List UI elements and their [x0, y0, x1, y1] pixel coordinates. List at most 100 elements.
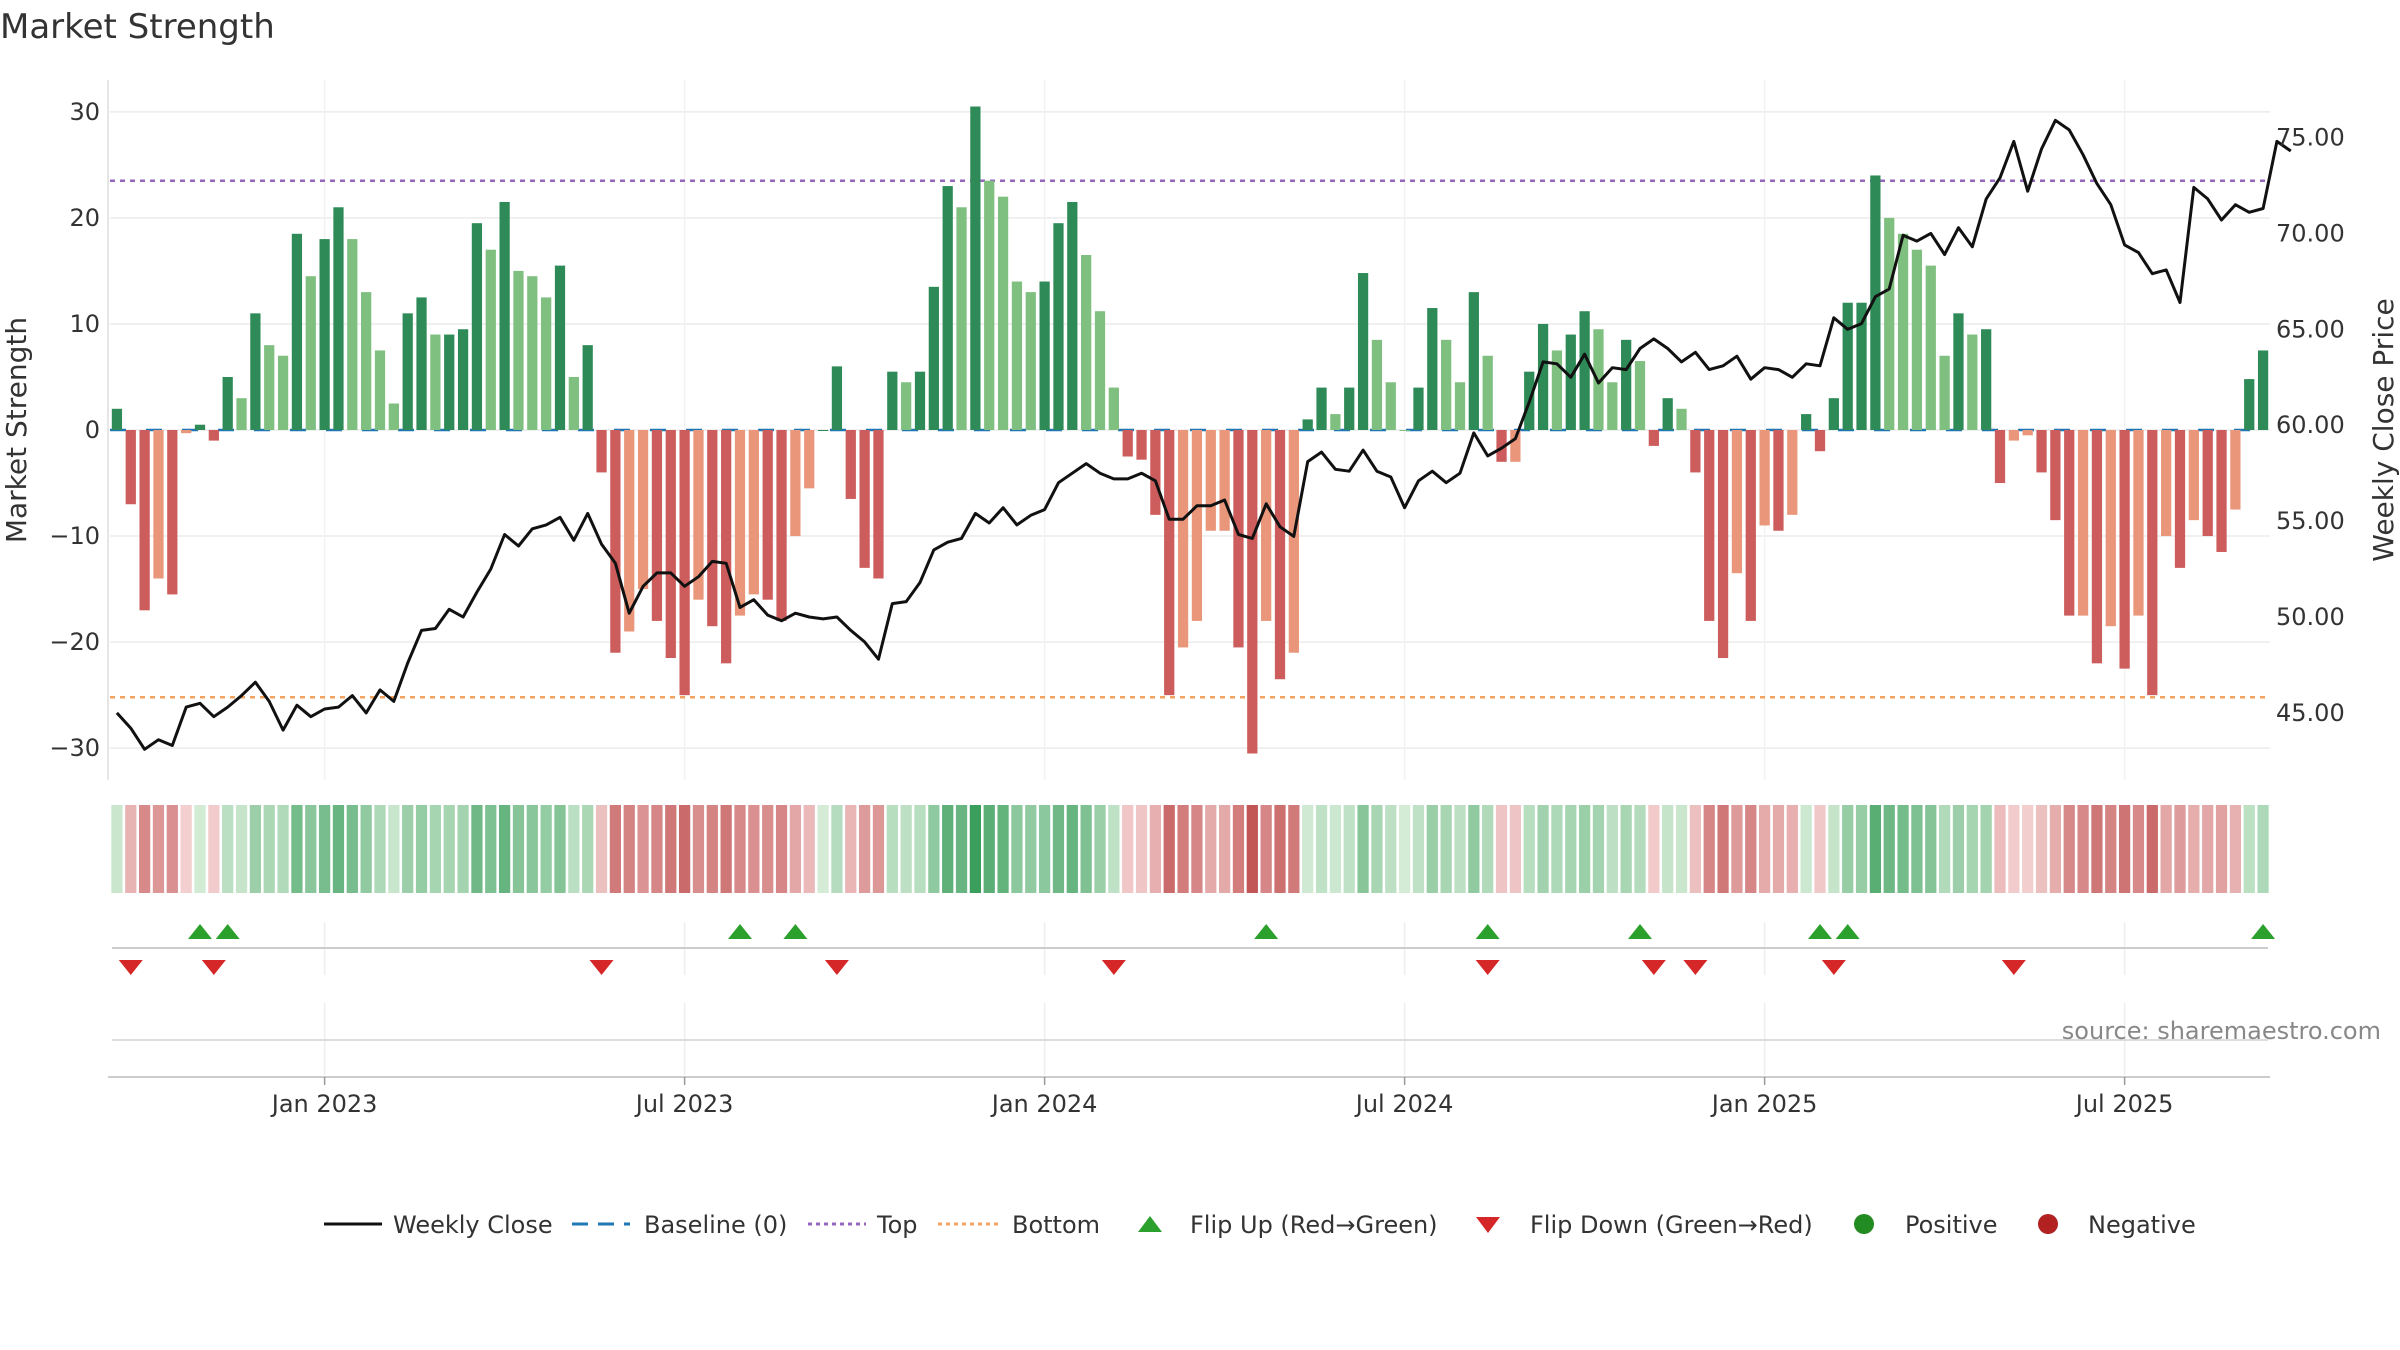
strength-cell: [166, 805, 178, 893]
strength-bar: [485, 249, 496, 430]
strength-cell: [1565, 805, 1577, 893]
strength-cell: [969, 805, 982, 893]
strength-cell: [637, 805, 649, 893]
strength-cell: [1191, 805, 1203, 893]
flip-up-marker: [215, 924, 240, 939]
strength-cell: [1731, 805, 1743, 893]
strength-bar: [402, 313, 413, 430]
strength-bar: [1399, 430, 1410, 431]
strength-bar: [347, 239, 358, 430]
flip-down-marker: [1683, 960, 1708, 975]
strength-bar: [817, 430, 829, 431]
strength-bar: [1053, 223, 1064, 430]
flip-up-marker: [1628, 924, 1652, 939]
strength-bar: [264, 345, 275, 430]
strength-cell: [2077, 805, 2089, 893]
strength-bar: [1981, 329, 1992, 430]
strength-bar: [250, 313, 261, 430]
flip-down-marker: [1641, 960, 1666, 975]
left-axis-label: Market Strength: [0, 317, 33, 543]
strength-cell: [886, 805, 898, 893]
strength-cell: [485, 805, 497, 893]
strength-cell: [1302, 805, 1314, 893]
strength-cell: [831, 805, 843, 893]
strength-cell: [263, 805, 275, 893]
legend-negative-swatch: [2038, 1214, 2058, 1234]
strength-cell: [2243, 805, 2255, 893]
strength-cell: [1523, 805, 1535, 893]
strength-cell: [111, 805, 123, 893]
strength-bar: [1288, 430, 1299, 653]
strength-bar: [928, 286, 939, 430]
strength-cell: [194, 805, 206, 893]
strength-bar: [1441, 339, 1452, 430]
strength-bar: [1690, 430, 1701, 473]
strength-bar: [1067, 201, 1078, 430]
strength-cell: [1357, 805, 1369, 893]
strength-cell: [457, 805, 469, 893]
flip-down-marker: [1101, 960, 1126, 975]
strength-bar: [734, 430, 746, 616]
strength-cell: [526, 805, 538, 893]
strength-bar: [1122, 430, 1133, 457]
strength-bar: [1302, 419, 1313, 430]
strength-cell: [125, 805, 137, 893]
strength-bar: [2257, 350, 2269, 430]
strength-bar: [319, 239, 330, 430]
close-line-layer: [115, 118, 2292, 751]
strength-bar: [1551, 350, 1563, 430]
strength-bar: [956, 207, 967, 430]
strength-cell: [1620, 805, 1632, 893]
strength-bar: [236, 398, 247, 430]
strength-cell: [2118, 805, 2131, 893]
strength-cell: [845, 805, 857, 893]
strength-cell: [858, 805, 871, 893]
strength-bar: [2036, 430, 2047, 473]
strength-bar: [2202, 430, 2213, 537]
strength-cell: [1025, 805, 1037, 893]
strength-cell: [2202, 805, 2214, 893]
left-tick-label: −20: [49, 628, 100, 656]
strength-cell: [1288, 805, 1300, 893]
strength-bar: [1648, 430, 1659, 446]
strength-cell: [249, 805, 262, 893]
strength-cell: [2188, 805, 2200, 893]
strength-cell: [1800, 805, 1812, 893]
strength-bar: [457, 329, 469, 430]
strength-cell: [415, 805, 428, 893]
strength-cell: [775, 805, 788, 893]
strength-bar: [1261, 430, 1272, 621]
flip-down-marker: [589, 960, 614, 975]
strength-cell: [2160, 805, 2172, 893]
left-tick-label: 20: [69, 204, 100, 232]
strength-bar: [444, 334, 455, 430]
strength-cell: [180, 805, 192, 893]
strength-bar: [1330, 414, 1341, 430]
strength-bar: [1676, 408, 1687, 430]
x-tick-label: Jan 2025: [1710, 1090, 1818, 1118]
legend-label: Flip Up (Red→Green): [1190, 1211, 1438, 1239]
strength-cell: [803, 805, 815, 893]
strength-bar: [430, 334, 441, 430]
x-tick-label: Jul 2024: [1354, 1090, 1454, 1118]
strength-bar: [1150, 430, 1161, 515]
strength-cell: [983, 805, 995, 893]
right-axis-label: Weekly Close Price: [2367, 298, 2400, 561]
strength-bar: [2119, 430, 2130, 669]
strength-cell: [1163, 805, 1175, 893]
strength-bar: [1316, 387, 1327, 430]
strength-cell: [2229, 805, 2242, 893]
strength-bar: [1454, 382, 1466, 430]
strength-cell: [1758, 805, 1771, 893]
strength-cell: [2091, 805, 2103, 893]
strength-cell: [1606, 805, 1618, 893]
strength-bar: [361, 292, 372, 430]
strength-cell: [1315, 805, 1328, 893]
right-tick-label: 55.00: [2276, 507, 2345, 535]
strength-bar: [997, 196, 1009, 430]
strength-cell: [332, 805, 345, 893]
strength-cell: [277, 805, 289, 893]
strength-cell: [651, 805, 663, 893]
strength-bar: [1108, 387, 1119, 430]
